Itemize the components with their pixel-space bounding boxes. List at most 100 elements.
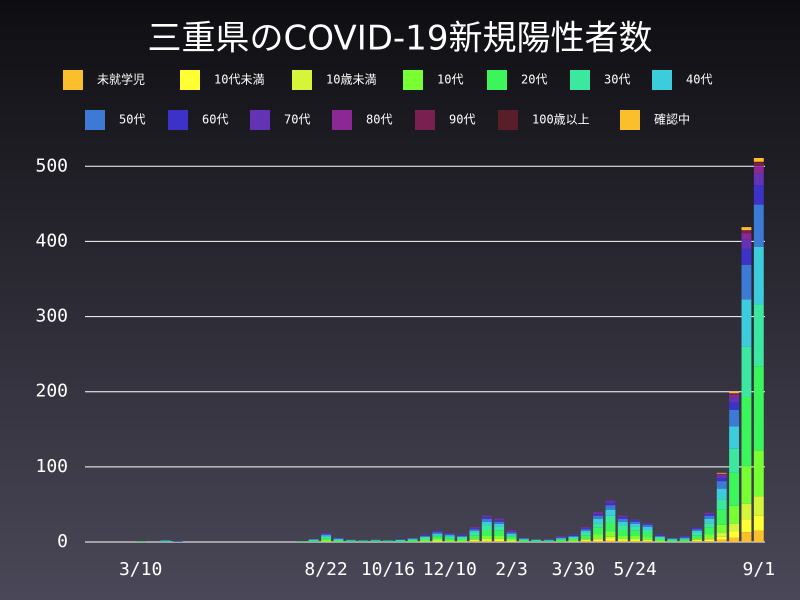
- bar-segment: [333, 540, 344, 542]
- bar-segment: [704, 539, 715, 542]
- bar-segment: [617, 541, 628, 542]
- bar-segment: [481, 517, 492, 519]
- bar-segment: [469, 538, 480, 540]
- bar-segment: [506, 536, 517, 539]
- bar-segment: [358, 541, 369, 542]
- bar-segment: [321, 533, 332, 535]
- bar-segment: [444, 538, 455, 541]
- bar-segment: [469, 527, 480, 529]
- bar-segment: [692, 541, 702, 542]
- bar-segment: [580, 529, 591, 531]
- bar-segment: [741, 230, 752, 234]
- bar-segment: [605, 531, 616, 537]
- bar-segment: [420, 535, 430, 537]
- legend-swatch: [652, 70, 672, 90]
- bar-segment: [481, 540, 492, 542]
- bar-segment: [741, 264, 752, 300]
- bar-segment: [741, 519, 752, 533]
- legend-label: 40代: [686, 73, 712, 87]
- bar-segment: [704, 512, 715, 514]
- bar-segment: [382, 540, 393, 542]
- bar-segment: [593, 511, 604, 513]
- bar-segment: [531, 539, 542, 541]
- bar-segment: [506, 530, 517, 532]
- bar-segment: [345, 541, 356, 542]
- bar-segment: [580, 541, 591, 542]
- legend-label: 30代: [604, 73, 630, 87]
- bar-segment: [333, 541, 344, 542]
- bar-segment: [617, 529, 628, 536]
- x-tick-label: 8/22: [304, 559, 347, 580]
- bar-segment: [432, 530, 443, 532]
- bar-segment: [692, 538, 702, 540]
- bar-segment: [716, 499, 727, 510]
- bar-segment: [704, 527, 715, 535]
- bar-segment: [667, 539, 678, 541]
- bar-segment: [506, 535, 517, 537]
- legend-swatch: [63, 70, 83, 90]
- bar-segment: [543, 538, 554, 540]
- bar-segment: [753, 204, 764, 247]
- bar-segment: [593, 541, 604, 542]
- bar-segment: [716, 488, 727, 500]
- bar-segment: [716, 472, 727, 474]
- bar-segment: [506, 529, 517, 531]
- bar-segment: [729, 448, 740, 473]
- bar-segment: [654, 535, 665, 537]
- bar-segment: [506, 538, 517, 541]
- bar-segment: [518, 541, 529, 542]
- bar-segment: [642, 541, 653, 542]
- bar-segment: [741, 248, 752, 265]
- bar-segment: [457, 541, 468, 542]
- bar-segment: [580, 535, 591, 539]
- bar-segment: [716, 475, 727, 479]
- y-tick-label: 0: [57, 531, 68, 552]
- bar-segment: [630, 530, 641, 536]
- bar-segment: [457, 535, 468, 537]
- legend-label: 10歳未満: [326, 73, 376, 87]
- bar-segment: [630, 541, 641, 542]
- bar-segment: [753, 496, 764, 516]
- bar-segment: [741, 346, 752, 397]
- chart-title: 三重県のCOVID-19新規陽性者数: [148, 19, 653, 59]
- bar-segment: [481, 515, 492, 517]
- bar-segment: [630, 538, 641, 541]
- bar-segment: [753, 366, 764, 451]
- bar-segment: [692, 530, 702, 533]
- bar-segment: [568, 536, 579, 538]
- bar-segment: [741, 396, 752, 467]
- bar-segment: [531, 540, 542, 542]
- bar-segment: [395, 541, 406, 542]
- bar-segment: [494, 523, 505, 527]
- y-tick-label: 100: [35, 456, 68, 477]
- bar-segment: [753, 304, 764, 367]
- bar-segment: [556, 539, 566, 542]
- legend-swatch: [85, 110, 105, 130]
- bar-segment: [716, 524, 727, 533]
- bar-segment: [556, 538, 566, 540]
- bar-segment: [308, 539, 319, 541]
- bar-segment: [321, 532, 332, 534]
- bar-segment: [321, 541, 332, 542]
- bar-segment: [444, 534, 455, 536]
- bar-segment: [432, 538, 443, 541]
- bar-segment: [605, 505, 616, 510]
- bar-segment: [444, 540, 455, 542]
- legend-label: 10代未満: [214, 73, 264, 87]
- bar-segment: [308, 541, 319, 542]
- bar-segment: [556, 537, 566, 539]
- bar-segment: [395, 540, 406, 542]
- bar-segment: [321, 535, 332, 537]
- bar-segment: [494, 530, 505, 536]
- bar-segment: [729, 531, 740, 538]
- bar-segment: [481, 521, 492, 526]
- bar-segment: [420, 534, 430, 536]
- bar-segment: [481, 541, 492, 542]
- bar-segment: [345, 539, 356, 541]
- bar-segment: [494, 541, 505, 542]
- bar-segment: [692, 529, 702, 531]
- bar-segment: [444, 532, 455, 534]
- bar-segment: [593, 534, 604, 539]
